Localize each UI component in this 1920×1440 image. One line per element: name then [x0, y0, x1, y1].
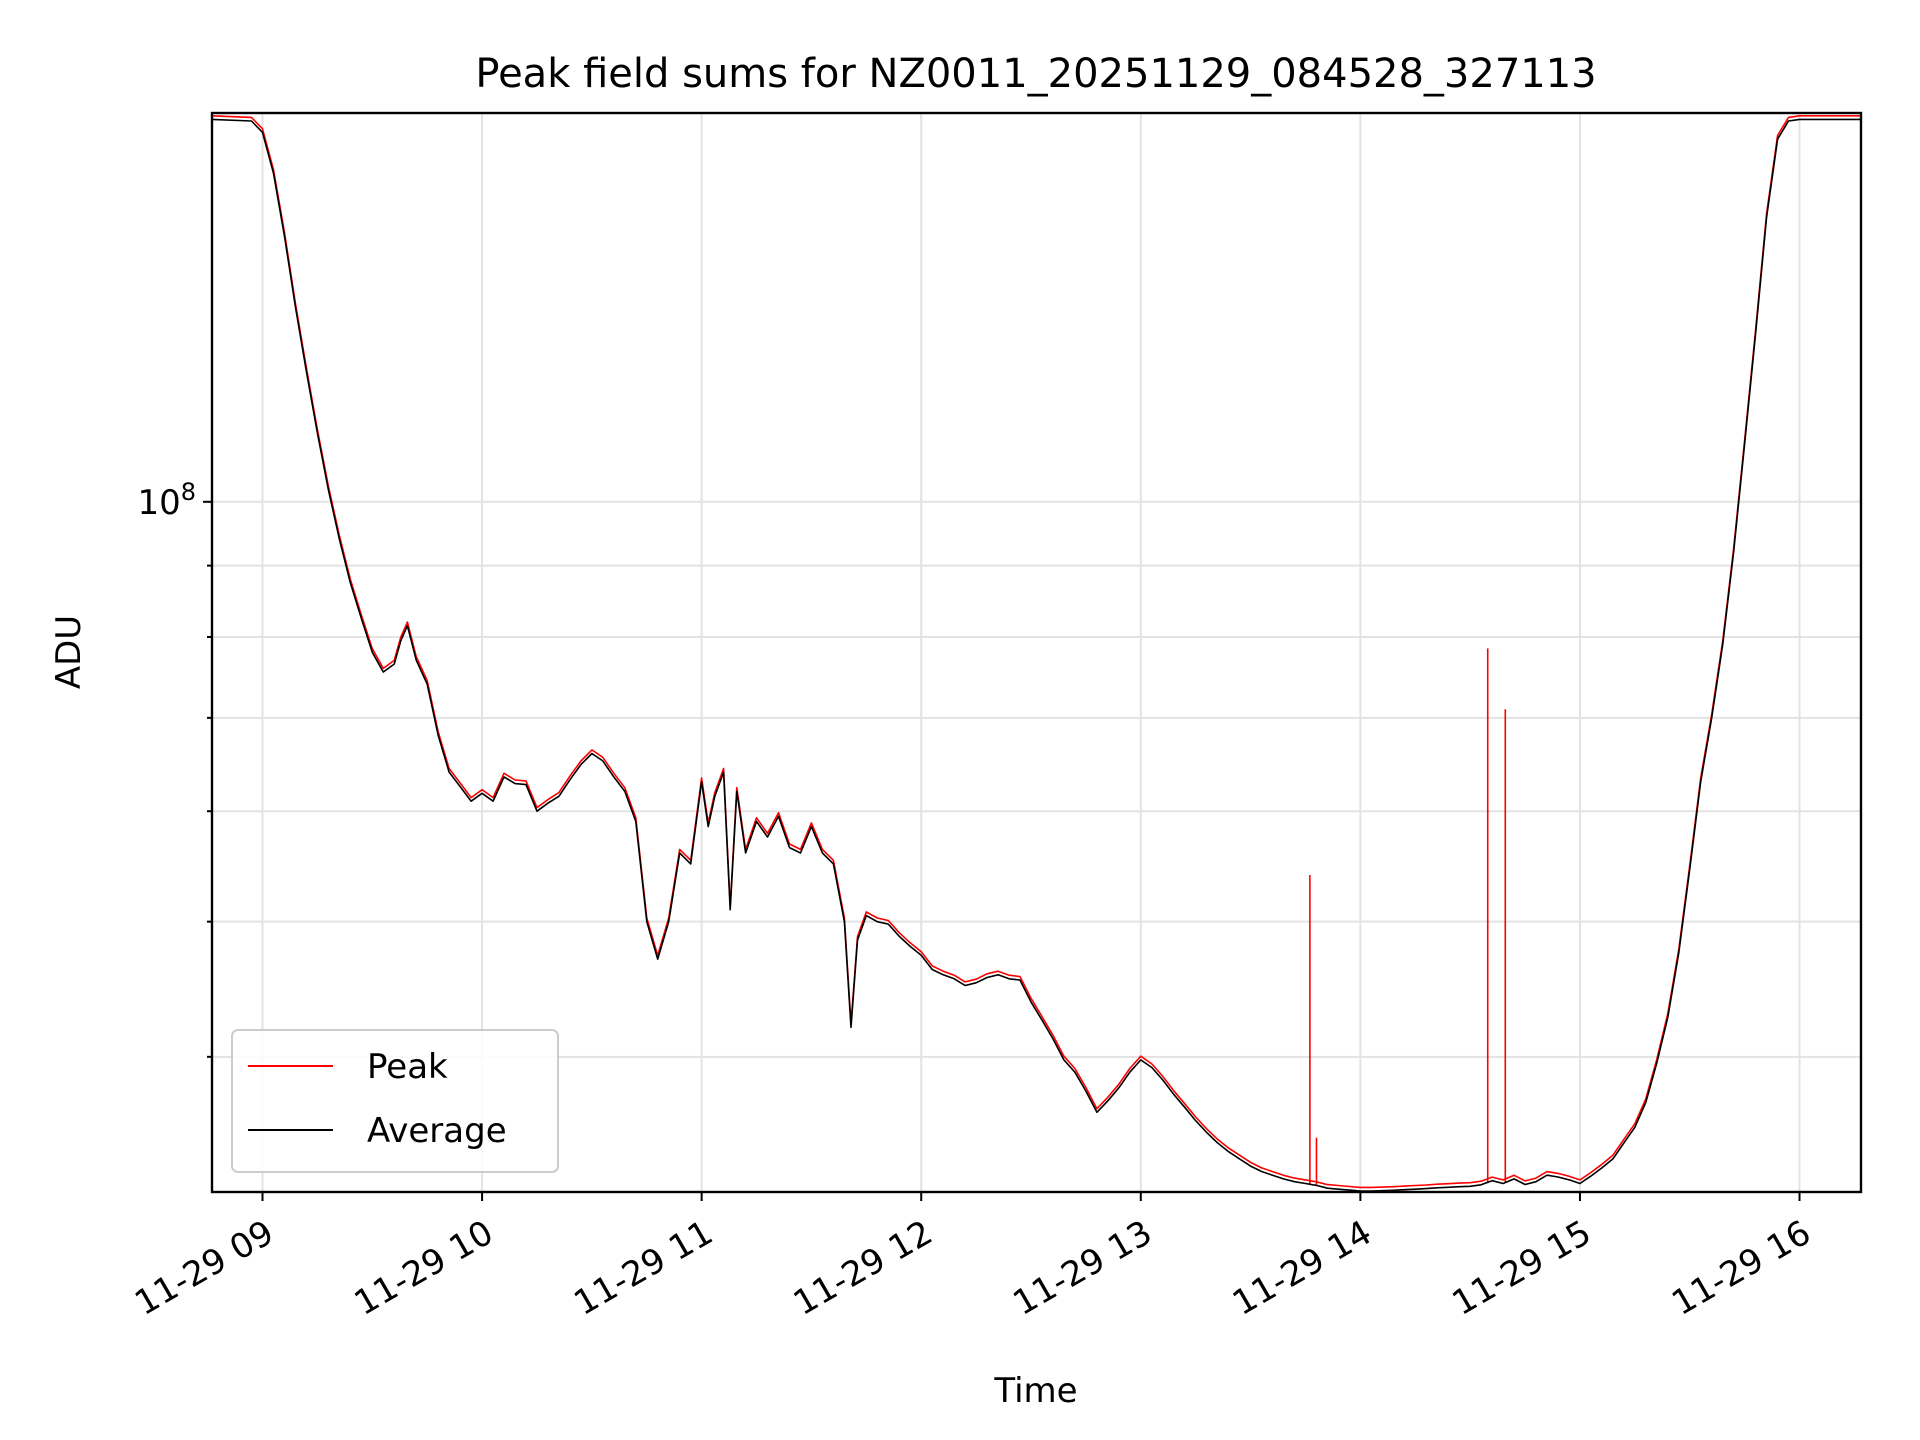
legend: Peak Average — [231, 1029, 559, 1173]
y-axis-label: ADU — [49, 615, 89, 689]
chart-title: Peak field sums for NZ0011_20251129_0845… — [475, 51, 1596, 97]
legend-label-average: Average — [367, 1111, 507, 1151]
legend-label-peak: Peak — [367, 1047, 448, 1087]
series-line-peak — [212, 115, 1861, 1189]
x-axis-label: Time — [993, 1371, 1077, 1411]
plot-frame — [210, 111, 1863, 1194]
series-line-average — [212, 118, 1861, 1192]
y-tick-label: 108 — [137, 478, 196, 523]
series-layer — [212, 115, 1861, 1192]
grid-layer — [212, 113, 1861, 1192]
